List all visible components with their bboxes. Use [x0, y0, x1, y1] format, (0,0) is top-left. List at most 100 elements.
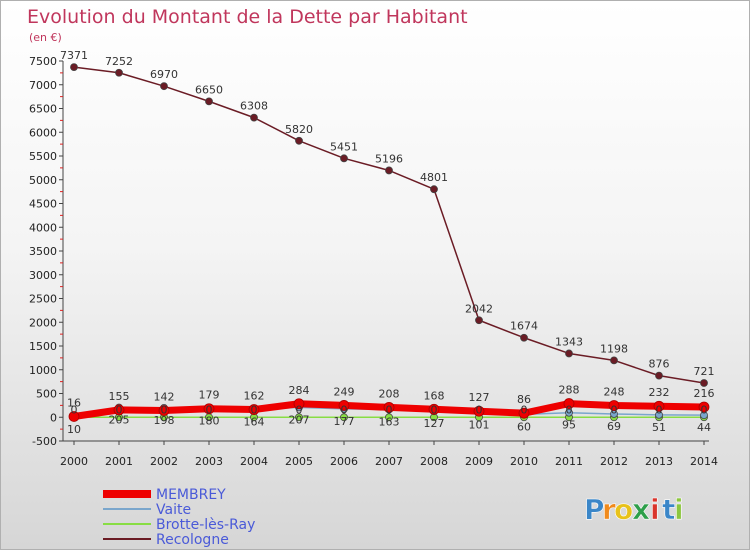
data-point [203, 403, 215, 415]
data-label: 164 [244, 415, 265, 428]
data-label: 0 [161, 403, 168, 416]
data-label: 179 [199, 389, 220, 402]
data-point [518, 407, 530, 419]
x-tick-label: 2014 [690, 455, 718, 468]
chart-title: Evolution du Montant de la Dette par Hab… [27, 6, 468, 28]
x-tick-label: 2001 [105, 455, 133, 468]
x-tick-label: 2006 [330, 455, 358, 468]
data-point [385, 166, 393, 175]
unit-label: (en €) [29, 31, 62, 44]
x-tick-label: 2002 [150, 455, 178, 468]
data-label: 51 [652, 421, 666, 434]
data-point [653, 400, 665, 412]
data-label: 127 [469, 391, 490, 404]
data-label: 101 [469, 418, 490, 431]
data-label: 0 [206, 403, 213, 416]
data-label: 0 [341, 403, 348, 416]
data-point [248, 404, 260, 415]
logo-letter: o [614, 493, 635, 526]
data-label: 10 [67, 423, 81, 436]
x-tick-label: 2003 [195, 455, 223, 468]
data-label: 0 [611, 403, 618, 416]
logo-letter: r [602, 493, 618, 526]
y-tick-label: 2000 [29, 316, 57, 329]
data-label: 180 [199, 415, 220, 428]
series-layer [68, 63, 710, 422]
y-tick-label: 6500 [29, 103, 57, 116]
y-tick-label: 3500 [29, 245, 57, 258]
data-label: 7252 [105, 55, 133, 68]
data-label: 0 [566, 403, 573, 416]
data-point [430, 185, 438, 194]
data-point [340, 413, 348, 422]
data-label: 95 [562, 419, 576, 432]
logo-letter: t [662, 493, 677, 526]
data-label: 876 [649, 358, 670, 371]
y-tick-label: 7500 [29, 55, 57, 68]
data-point [520, 333, 528, 342]
data-label: 0 [71, 403, 78, 416]
data-point [610, 356, 618, 365]
x-tick-label: 2011 [555, 455, 583, 468]
data-label: 288 [559, 384, 580, 397]
data-label: 5820 [285, 123, 313, 136]
legend-label: Vaite [156, 502, 191, 518]
data-label: 216 [694, 387, 715, 400]
y-tick-label: 6000 [29, 126, 57, 139]
y-tick-label: 4000 [29, 221, 57, 234]
data-point [295, 136, 303, 145]
x-tick-label: 2000 [60, 455, 88, 468]
logo-letter: i [674, 493, 686, 526]
data-label: 2042 [465, 302, 493, 315]
data-label: 1674 [510, 320, 538, 333]
logo-letter: P [584, 493, 607, 526]
data-label: 0 [296, 403, 303, 416]
data-point [608, 400, 620, 411]
data-label: 0 [251, 403, 258, 416]
data-label: 163 [379, 416, 400, 429]
data-label: 5196 [375, 152, 403, 165]
data-label: 6650 [195, 83, 223, 96]
data-point [250, 113, 258, 122]
data-label: 16 [67, 396, 81, 409]
y-tick-label: -500 [32, 435, 57, 448]
logo-letter: i [650, 493, 662, 526]
data-label: 0 [701, 403, 708, 416]
data-point [160, 82, 168, 91]
data-point [295, 413, 303, 422]
data-label: 208 [379, 387, 400, 400]
data-point [428, 403, 440, 415]
data-point [68, 411, 80, 422]
data-point [698, 401, 710, 413]
legend-label: Recologne [156, 532, 229, 548]
data-point [700, 379, 708, 387]
data-label: 0 [521, 403, 528, 416]
data-label: 6308 [240, 100, 268, 113]
y-tick-label: 0 [50, 411, 57, 424]
y-tick-label: 500 [36, 388, 57, 401]
data-label: 127 [424, 417, 445, 430]
logo-letter: x [632, 493, 652, 526]
data-label: 5451 [330, 140, 358, 153]
y-tick-label: 5000 [29, 174, 57, 187]
data-point [385, 413, 393, 422]
data-point [158, 405, 170, 416]
data-label: 44 [697, 421, 711, 434]
legend-label: MEMBREY [156, 487, 226, 503]
data-label: 0 [386, 403, 393, 416]
data-label: 1198 [600, 342, 628, 355]
data-label: 198 [154, 414, 175, 427]
data-label: 60 [517, 420, 531, 433]
data-label: 0 [431, 403, 438, 416]
y-tick-label: 2500 [29, 293, 57, 306]
data-label: 69 [607, 420, 621, 433]
data-point [70, 63, 78, 72]
data-point [383, 401, 395, 413]
data-label: 6970 [150, 68, 178, 81]
legend-label: Brotte-lès-Ray [156, 517, 255, 533]
x-tick-label: 2012 [600, 455, 628, 468]
